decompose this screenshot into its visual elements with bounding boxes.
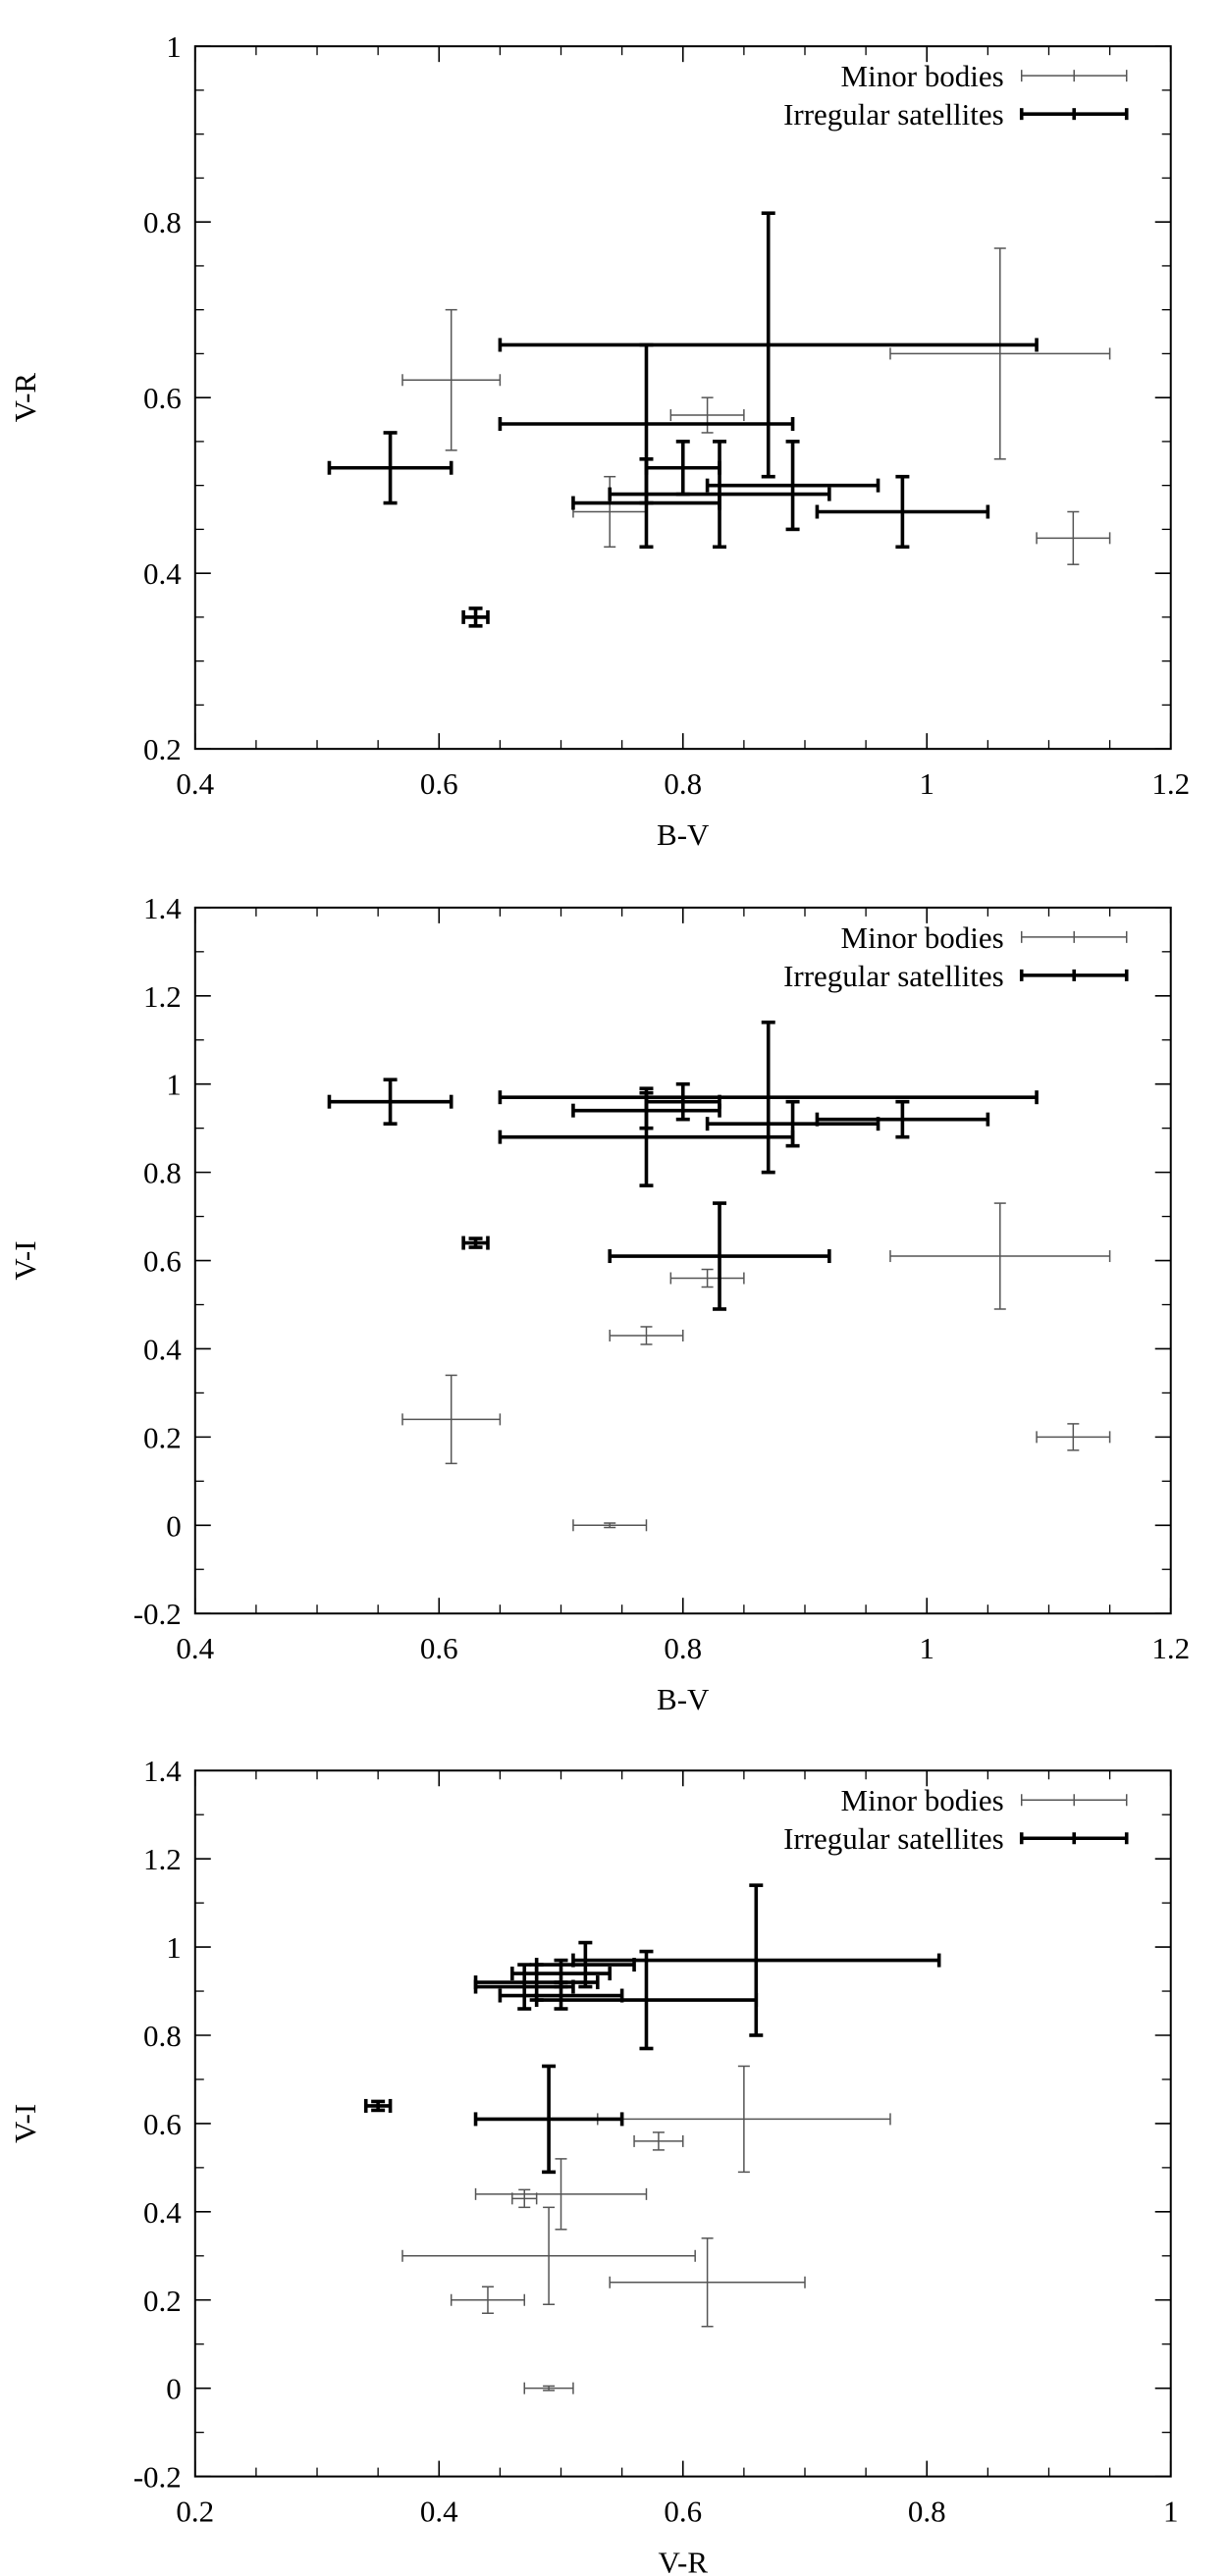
x-tick-label: 1.2 xyxy=(1151,1631,1190,1665)
legend-label-minor-bodies: Minor bodies xyxy=(841,920,1004,955)
chart-panel-vr-vi: 0.2 0.4 0.6 0.8 1 -0.2 0 0.2 0.4 0.6 0.8 1 1.2 1.4 Mi… xyxy=(8,1754,1178,2576)
x-tick-label: 0.4 xyxy=(176,1631,214,1665)
x-tick-label: 0.8 xyxy=(664,766,702,801)
x-tick-label: 0.2 xyxy=(176,2495,214,2529)
y-tick-label: 0.6 xyxy=(143,1244,182,1279)
x-axis-label: V-R xyxy=(658,2546,708,2576)
point-irregular-satellites-6 xyxy=(571,1090,721,1130)
y-axis-label: V-I xyxy=(8,2104,42,2143)
legend-label-irregular-satellites: Irregular satellites xyxy=(783,1821,1004,1856)
y-tick-label: 1.4 xyxy=(143,1754,182,1788)
y-tick-label: 0 xyxy=(166,2372,182,2406)
point-irregular-satellites-9 xyxy=(815,474,990,550)
y-tick-label: 1.4 xyxy=(143,891,182,925)
y-tick-label: 0.4 xyxy=(143,556,182,591)
legend-sample-irregular-satellites xyxy=(1019,108,1129,121)
y-tick-label: 0 xyxy=(166,1508,182,1543)
point-irregular-satellites-9 xyxy=(608,1201,831,1311)
point-minor-bodies-1 xyxy=(401,308,502,451)
y-tick-label: 0.8 xyxy=(143,1156,182,1190)
x-axis-label: B-V xyxy=(657,817,710,852)
x-tick-label: 0.6 xyxy=(420,766,458,801)
point-irregular-satellites-1 xyxy=(327,1078,453,1126)
point-minor-bodies-2 xyxy=(572,1519,648,1532)
point-minor-bodies-4 xyxy=(523,2382,574,2394)
y-tick-label: 0.8 xyxy=(143,2019,182,2053)
point-minor-bodies-5 xyxy=(889,1202,1111,1310)
point-irregular-satellites-1 xyxy=(327,431,453,505)
y-tick-label: 0.4 xyxy=(143,1332,182,1366)
legend-sample-minor-bodies xyxy=(1020,70,1128,82)
x-tick-label: 0.8 xyxy=(908,2495,946,2529)
legend: Minor bodies Irregular satellites xyxy=(783,59,1129,131)
x-tick-label: 1 xyxy=(1163,2495,1179,2529)
point-minor-bodies-5 xyxy=(1036,510,1111,565)
x-tick-label: 0.6 xyxy=(664,2495,702,2529)
x-tick-label: 1 xyxy=(919,766,934,801)
y-tick-label: 1.2 xyxy=(143,1842,182,1876)
legend: Minor bodies Irregular satellites xyxy=(783,920,1129,993)
point-minor-bodies-3 xyxy=(450,2286,525,2314)
y-tick-label: 1 xyxy=(166,1930,182,1965)
point-irregular-satellites-3 xyxy=(498,211,1039,479)
legend-label-irregular-satellites: Irregular satellites xyxy=(783,97,1004,131)
y-tick-label: 0.2 xyxy=(143,732,182,766)
point-irregular-satellites-2 xyxy=(461,1235,490,1250)
point-minor-bodies-1 xyxy=(401,1374,502,1465)
x-tick-label: 1 xyxy=(919,1631,934,1665)
point-minor-bodies-6 xyxy=(1036,1423,1111,1451)
point-irregular-satellites-3 xyxy=(498,1020,1039,1175)
y-axis-label: V-I xyxy=(8,1240,42,1280)
point-irregular-satellites-9 xyxy=(498,1980,624,2011)
y-tick-label: 1 xyxy=(166,1068,182,1102)
point-minor-bodies-4 xyxy=(889,247,1111,460)
point-minor-bodies-1 xyxy=(609,2237,806,2328)
chart-panel-bv-vr: 0.4 0.6 0.8 1 1.20.20.40.60.81 Minor bodies … xyxy=(8,29,1190,852)
legend-sample-irregular-satellites xyxy=(1019,1832,1129,1845)
y-tick-label: 1.2 xyxy=(143,979,182,1014)
y-tick-label: 0.2 xyxy=(143,1420,182,1454)
point-irregular-satellites-2 xyxy=(461,606,490,628)
point-minor-bodies-4 xyxy=(669,1268,745,1288)
y-axis-label: V-R xyxy=(8,373,42,423)
point-irregular-satellites-8 xyxy=(473,1963,575,2011)
x-tick-label: 1.2 xyxy=(1151,766,1190,801)
y-tick-label: 0.6 xyxy=(143,381,182,415)
y-tick-label: 1 xyxy=(166,29,182,64)
x-tick-label: 0.4 xyxy=(176,766,214,801)
x-tick-label: 0.8 xyxy=(664,1631,702,1665)
point-minor-bodies-7 xyxy=(633,2131,684,2151)
y-tick-label: 0.4 xyxy=(143,2195,182,2230)
x-tick-label: 0.6 xyxy=(420,1631,458,1665)
legend-label-minor-bodies: Minor bodies xyxy=(841,1783,1004,1817)
legend-sample-minor-bodies xyxy=(1020,930,1128,943)
y-tick-label: -0.2 xyxy=(133,2460,182,2495)
point-irregular-satellites-6 xyxy=(705,440,880,532)
legend-sample-minor-bodies xyxy=(1020,1794,1128,1807)
y-tick-label: 0.6 xyxy=(143,2107,182,2141)
legend-label-minor-bodies: Minor bodies xyxy=(841,59,1004,93)
chart-panel-bv-vi: 0.4 0.6 0.8 1 1.2 -0.2 0 0.2 0.4 0.6 0.8 1 1.2 1.4 Mi… xyxy=(8,891,1190,1716)
point-minor-bodies-2 xyxy=(401,2206,696,2305)
y-tick-label: 0.2 xyxy=(143,2284,182,2318)
point-irregular-satellites-8 xyxy=(571,457,721,550)
point-minor-bodies-3 xyxy=(609,1326,684,1345)
point-irregular-satellites-8 xyxy=(815,1099,990,1139)
point-minor-bodies-2 xyxy=(669,396,745,434)
x-tick-label: 0.4 xyxy=(420,2495,458,2529)
point-irregular-satellites-1 xyxy=(363,2098,393,2113)
legend: Minor bodies Irregular satellites xyxy=(783,1783,1129,1856)
x-axis-label: B-V xyxy=(657,1682,710,1716)
legend-label-irregular-satellites: Irregular satellites xyxy=(783,959,1004,993)
point-irregular-satellites-2 xyxy=(473,2064,624,2175)
legend-sample-irregular-satellites xyxy=(1019,969,1129,981)
point-minor-bodies-6 xyxy=(474,2158,648,2231)
y-tick-label: -0.2 xyxy=(133,1597,182,1631)
y-tick-label: 0.8 xyxy=(143,205,182,239)
